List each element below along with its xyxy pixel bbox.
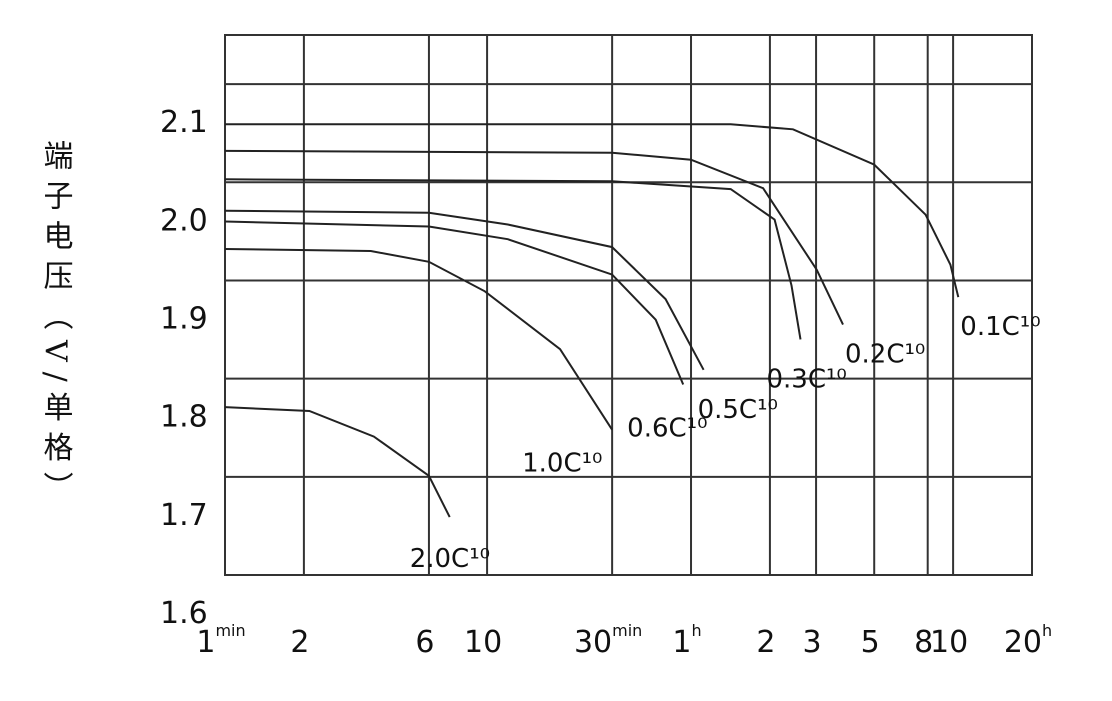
x-tick-value: 1 bbox=[196, 625, 215, 660]
series-line bbox=[224, 178, 802, 340]
plot-frame bbox=[224, 34, 1033, 576]
y-tick-label: 1.8 bbox=[160, 400, 208, 435]
x-tick-value: 10 bbox=[930, 625, 968, 660]
x-tick-label: 2 bbox=[290, 625, 309, 660]
series-label: 0.5C¹⁰ bbox=[698, 395, 778, 425]
series-label: 0.2C¹⁰ bbox=[845, 340, 925, 370]
series-line bbox=[224, 149, 844, 326]
series-label: 0.3C¹⁰ bbox=[767, 364, 847, 394]
x-tick-unit: min bbox=[612, 621, 642, 640]
x-tick-value: 8 bbox=[914, 625, 933, 660]
series-label: 1.0C¹⁰ bbox=[522, 449, 602, 479]
x-tick-label: 8 bbox=[914, 625, 933, 660]
x-tick-unit: min bbox=[215, 621, 245, 640]
y-tick-label: 1.7 bbox=[160, 498, 208, 533]
series-line bbox=[224, 209, 705, 371]
series-label: 0.6C¹⁰ bbox=[627, 414, 707, 444]
x-tick-label: 6 bbox=[415, 625, 434, 660]
y-axis-label: 端子电压（V/单格） bbox=[38, 140, 74, 512]
x-tick-label: 2 bbox=[756, 625, 775, 660]
series-line bbox=[224, 248, 613, 431]
x-tick-value: 30 bbox=[574, 625, 612, 660]
x-tick-unit: h bbox=[691, 621, 701, 640]
y-tick-label: 2.1 bbox=[160, 105, 208, 140]
series-line bbox=[225, 123, 960, 298]
x-tick-value: 2 bbox=[756, 625, 775, 660]
x-tick-label: 10 bbox=[930, 625, 968, 660]
x-tick-label: 30min bbox=[574, 621, 642, 660]
x-tick-label: 1h bbox=[672, 621, 701, 660]
y-tick-label: 1.9 bbox=[160, 301, 208, 336]
series-label: 2.0C¹⁰ bbox=[410, 544, 490, 574]
x-tick-value: 2 bbox=[290, 625, 309, 660]
series-line bbox=[224, 220, 685, 385]
x-tick-label: 10 bbox=[464, 625, 502, 660]
x-tick-value: 20 bbox=[1004, 625, 1042, 660]
x-tick-label: 3 bbox=[803, 625, 822, 660]
x-tick-label: 1min bbox=[196, 621, 245, 660]
x-tick-value: 5 bbox=[861, 625, 880, 660]
x-tick-value: 1 bbox=[672, 625, 691, 660]
x-tick-value: 3 bbox=[803, 625, 822, 660]
x-tick-label: 20h bbox=[1004, 621, 1052, 660]
x-tick-value: 10 bbox=[464, 625, 502, 660]
y-tick-label: 2.0 bbox=[160, 203, 208, 238]
x-tick-unit: h bbox=[1042, 621, 1052, 640]
series-label: 0.1C¹⁰ bbox=[960, 312, 1040, 342]
y-tick-label: 1.6 bbox=[160, 596, 208, 631]
x-tick-value: 6 bbox=[415, 625, 434, 660]
x-tick-label: 5 bbox=[861, 625, 880, 660]
series-line bbox=[224, 406, 451, 518]
